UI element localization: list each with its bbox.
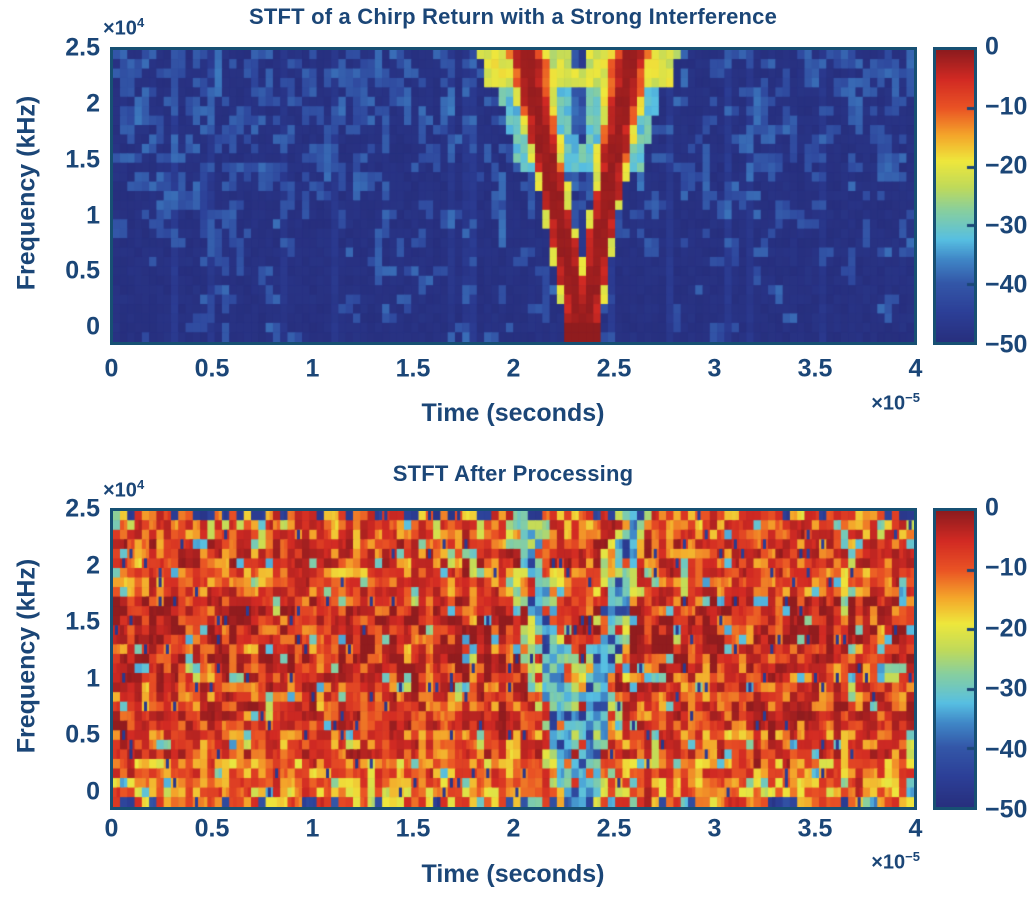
colorbar-tick-label: −30 [985,211,1028,240]
y-tick-label: 2 [86,551,100,580]
bottom-x-exponent-base: ×10 [871,851,906,874]
y-tick-label: 0 [86,777,100,806]
x-tick-label: 1 [305,354,320,383]
bottom-spectrogram [110,508,917,810]
x-tick-label: 0.5 [194,354,230,383]
y-tick-label: 2 [86,89,100,118]
bottom-colorbar-gradient [936,511,974,807]
colorbar-tick-label: −40 [985,270,1028,299]
colorbar-tick-label: 0 [985,32,999,61]
top-x-axis-exponent: ×10−5 [871,390,920,416]
x-tick-label: 3 [707,814,722,843]
y-tick-label: 1.5 [65,607,100,636]
x-tick-label: 1.5 [395,814,431,843]
x-tick-label: 0.5 [194,814,230,843]
x-tick-label: 2.5 [596,354,632,383]
bottom-x-axis-exponent: ×10−5 [871,849,920,875]
bottom-plot-title: STFT After Processing [392,461,634,486]
x-tick-label: 4 [908,814,923,843]
top-colorbar [933,47,977,345]
x-tick-label: 4 [908,354,923,383]
colorbar-tick-label: −50 [985,795,1028,824]
x-tick-label: 2.5 [596,814,632,843]
x-tick-label: 1 [305,814,320,843]
top-spectrogram-image [113,50,914,342]
y-tick-label: 0.5 [65,256,100,285]
x-tick-label: 0 [104,814,119,843]
y-tick-label: 2.5 [65,33,100,62]
top-x-exponent-base: ×10 [871,392,906,415]
top-plot-title: STFT of a Chirp Return with a Strong Int… [248,4,778,29]
bottom-x-exponent-power: −5 [905,849,920,864]
colorbar-tick-label: −30 [985,674,1028,703]
bottom-spectrogram-image [113,511,914,807]
top-spectrogram [110,47,917,345]
top-colorbar-gradient [936,50,974,342]
x-tick-label: 3.5 [797,814,833,843]
y-tick-label: 2.5 [65,494,100,523]
colorbar-tick-label: −20 [985,614,1028,643]
x-tick-label: 3 [707,354,722,383]
top-y-axis-label: Frequency (kHz) [12,95,41,291]
x-tick-label: 1.5 [395,354,431,383]
y-tick-label: 0 [86,312,100,341]
colorbar-tick-label: −20 [985,151,1028,180]
bottom-x-axis-label: Time (seconds) [421,860,605,888]
x-tick-label: 2 [506,354,521,383]
bottom-y-exponent-base: ×10 [103,479,137,502]
top-x-exponent-power: −5 [905,390,920,405]
bottom-y-exponent-power: 4 [136,477,145,492]
bottom-colorbar [933,508,977,810]
y-tick-label: 0.5 [65,720,100,749]
top-y-exponent-power: 4 [136,15,145,30]
x-tick-label: 3.5 [797,354,833,383]
colorbar-tick-label: 0 [985,493,999,522]
top-x-axis-label: Time (seconds) [421,399,605,427]
colorbar-tick-label: −40 [985,735,1028,764]
top-y-axis-exponent: ×104 [103,15,144,41]
x-tick-label: 0 [104,354,119,383]
colorbar-tick-label: −10 [985,92,1028,121]
y-tick-label: 1 [86,664,100,693]
bottom-y-axis-exponent: ×104 [103,477,144,503]
y-tick-label: 1.5 [65,145,100,174]
top-y-exponent-base: ×10 [103,17,137,40]
y-tick-label: 1 [86,201,100,230]
x-tick-label: 2 [506,814,521,843]
bottom-y-axis-label: Frequency (kHz) [12,558,41,754]
colorbar-tick-label: −50 [985,330,1028,359]
colorbar-tick-label: −10 [985,553,1028,582]
